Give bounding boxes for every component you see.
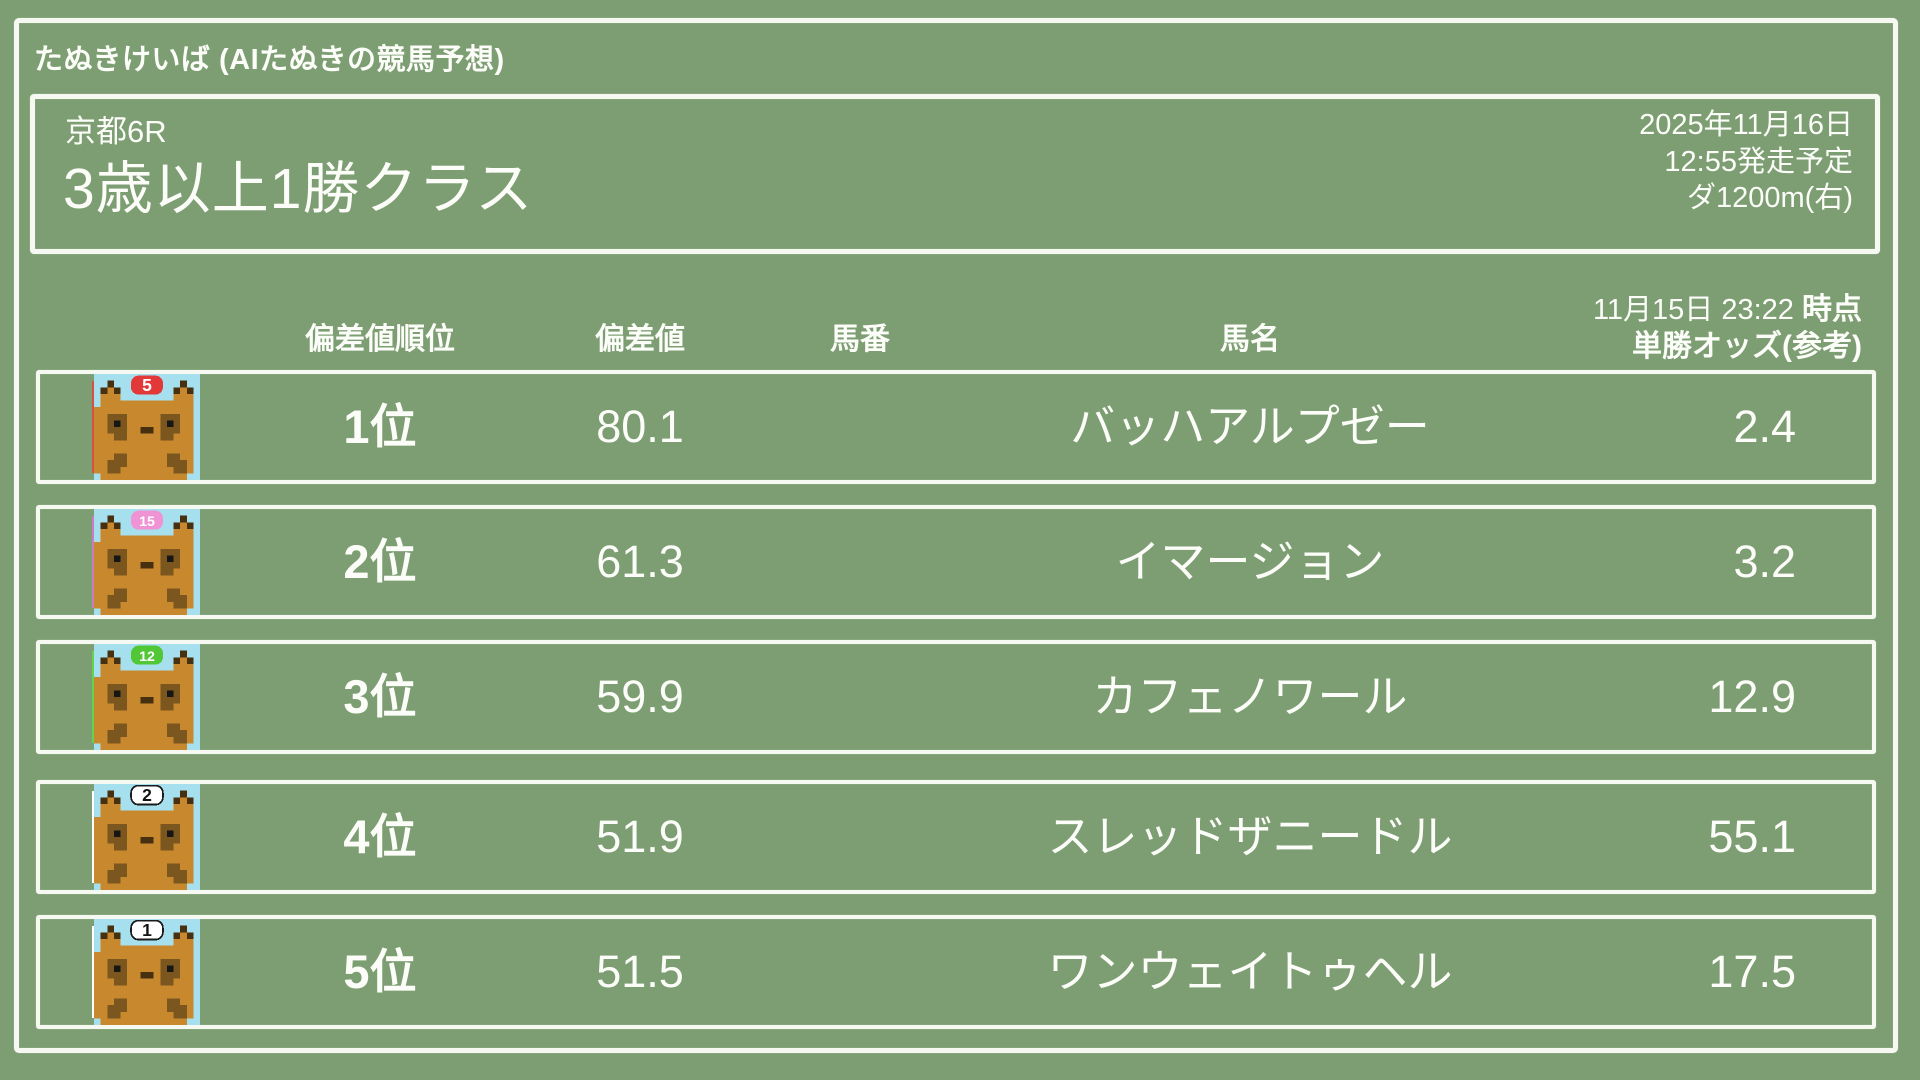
score-cell: 61.3 (596, 536, 684, 587)
score-cell: 51.9 (596, 811, 684, 862)
tanuki-avatar-icon: 2 (94, 784, 200, 890)
tanuki-avatar-icon: 1 (94, 919, 200, 1025)
column-header-score: 偏差値 (595, 323, 685, 356)
column-header-rank: 偏差値順位 (305, 323, 455, 356)
odds-timestamp: 11月15日 23:22 (1592, 294, 1794, 326)
score-cell: 80.1 (596, 401, 684, 452)
odds-cell: 17.5 (1708, 946, 1796, 997)
rank-cell: 2位 (343, 535, 417, 588)
prediction-row: 5 1位 80.1 5 バッハアルプゼー 2.4 (36, 370, 1876, 484)
horse-name-cell: バッハアルプゼー (1070, 401, 1430, 452)
svg-text:15: 15 (139, 514, 155, 530)
tanuki-avatar-icon: 15 (94, 509, 200, 615)
column-header-odds: 11月15日 23:22 時点 単勝オッズ(参考) (1360, 292, 1862, 365)
odds-timestamp-suffix: 時点 (1802, 293, 1862, 326)
horse-name-cell: ワンウェイトゥヘル (1047, 946, 1453, 997)
race-meta: 2025年11月16日 12:55発走予定 ダ1200m(右) (1639, 107, 1853, 217)
svg-text:5: 5 (142, 375, 152, 395)
score-cell: 59.9 (596, 671, 684, 722)
odds-cell: 55.1 (1708, 811, 1796, 862)
rank-cell: 3位 (343, 670, 417, 723)
race-date: 2025年11月16日 (1639, 109, 1853, 141)
column-header-name: 馬名 (1220, 323, 1280, 356)
odds-cell: 3.2 (1733, 536, 1796, 587)
odds-cell: 2.4 (1733, 401, 1796, 452)
race-name: 3歳以上1勝クラス (63, 157, 534, 221)
horse-name-cell: カフェノワール (1092, 671, 1408, 722)
svg-text:1: 1 (142, 920, 152, 940)
app-title: たぬきけいば (AIたぬきの競馬予想) (34, 44, 505, 76)
column-header-number: 馬番 (830, 323, 890, 356)
rank-cell: 1位 (343, 400, 417, 453)
race-track-number: 京都6R (65, 114, 167, 149)
rank-cell: 5位 (343, 945, 417, 998)
prediction-row: 12 3位 59.9 12 カフェノワール 12.9 (36, 640, 1876, 754)
svg-text:2: 2 (142, 785, 152, 805)
odds-timestamp-line: 11月15日 23:22 時点 (1360, 292, 1862, 329)
prediction-row: 2 4位 51.9 2 スレッドザニードル 55.1 (36, 780, 1876, 894)
tanuki-avatar-icon: 5 (94, 374, 200, 480)
rank-cell: 4位 (343, 810, 417, 863)
race-course: ダ1200m(右) (1687, 182, 1853, 215)
prediction-row: 1 5位 51.5 1 ワンウェイトゥヘル 17.5 (36, 915, 1876, 1029)
odds-cell: 12.9 (1708, 671, 1796, 722)
race-start-time: 12:55発走予定 (1664, 145, 1853, 178)
odds-label: 単勝オッズ(参考) (1632, 329, 1862, 363)
tanuki-avatar-icon: 12 (94, 644, 200, 750)
svg-text:12: 12 (139, 649, 155, 665)
score-cell: 51.5 (596, 946, 684, 997)
prediction-row: 15 2位 61.3 15 イマージョン 3.2 (36, 505, 1876, 619)
odds-label-line: 単勝オッズ(参考) (1360, 329, 1862, 366)
outer-chalk-frame (14, 18, 1898, 1053)
race-info-box: 京都6R 3歳以上1勝クラス 2025年11月16日 12:55発走予定 ダ12… (30, 94, 1880, 254)
horse-name-cell: スレッドザニードル (1047, 811, 1453, 862)
horse-name-cell: イマージョン (1115, 536, 1385, 587)
